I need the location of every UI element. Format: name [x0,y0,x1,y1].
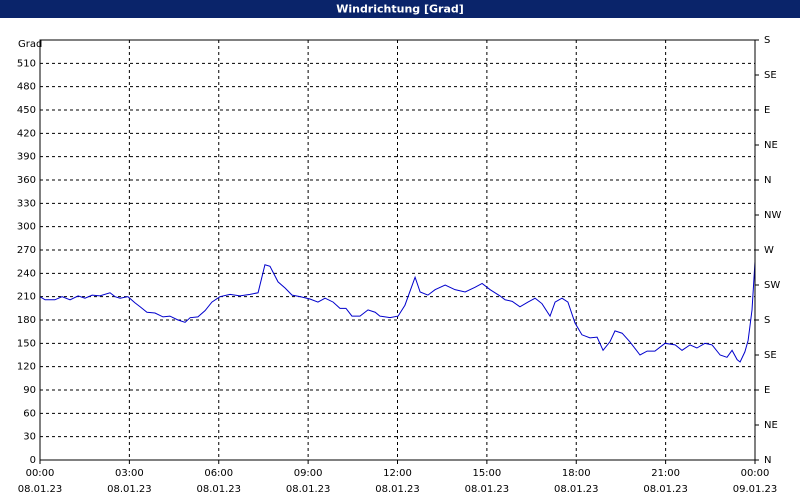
y2-tick-label: NE [764,140,778,151]
x-tick-label: 21:00 [651,468,680,479]
y2-tick-label: E [764,105,770,116]
y-tick-label: 390 [17,152,36,163]
y2-tick-label: SE [764,70,777,81]
x-tick-label: 09:00 [294,468,323,479]
y2-tick-label: SW [764,280,780,291]
y-tick-label: 270 [17,245,36,256]
y-tick-label: 90 [23,385,36,396]
y2-tick-label: NE [764,420,778,431]
y2-tick-label: SE [764,350,777,361]
y-tick-label: 450 [17,105,36,116]
x-tick-label: 00:00 [741,468,770,479]
y2-tick-label: S [764,315,770,326]
x-tick-date: 08.01.23 [18,484,63,495]
y2-tick-label: NW [764,210,781,221]
x-tick-date: 09.01.23 [733,484,778,495]
y-axis-label: Grad [18,39,42,50]
x-tick-label: 00:00 [26,468,55,479]
y-tick-label: 180 [17,315,36,326]
y-tick-label: 60 [23,408,36,419]
y-tick-label: 480 [17,82,36,93]
y-tick-label: 210 [17,292,36,303]
y-tick-label: 300 [17,222,36,233]
y-tick-label: 360 [17,175,36,186]
x-tick-date: 08.01.23 [465,484,510,495]
y2-tick-label: E [764,385,770,396]
x-tick-label: 06:00 [204,468,233,479]
y-tick-label: 330 [17,198,36,209]
x-tick-label: 12:00 [383,468,412,479]
x-tick-label: 03:00 [115,468,144,479]
x-tick-date: 08.01.23 [554,484,599,495]
y-tick-label: 420 [17,128,36,139]
y-tick-label: 0 [30,455,36,466]
y2-tick-label: N [764,175,771,186]
y-tick-label: 510 [17,58,36,69]
plot-border [39,39,756,461]
x-tick-label: 15:00 [472,468,501,479]
y2-tick-label: W [764,245,774,256]
y2-tick-label: N [764,455,771,466]
y2-tick-label: S [764,35,770,46]
x-tick-date: 08.01.23 [196,484,241,495]
x-tick-date: 08.01.23 [643,484,688,495]
x-tick-label: 18:00 [562,468,591,479]
x-tick-date: 08.01.23 [107,484,152,495]
data-line [39,261,756,363]
y-tick-label: 240 [17,268,36,279]
y-tick-label: 150 [17,338,36,349]
title-bar [0,0,800,18]
y-tick-label: 30 [23,432,36,443]
y-tick-label: 120 [17,362,36,373]
x-tick-date: 08.01.23 [286,484,331,495]
x-tick-date: 08.01.23 [375,484,420,495]
chart-title: Windrichtung [Grad] [336,3,464,16]
